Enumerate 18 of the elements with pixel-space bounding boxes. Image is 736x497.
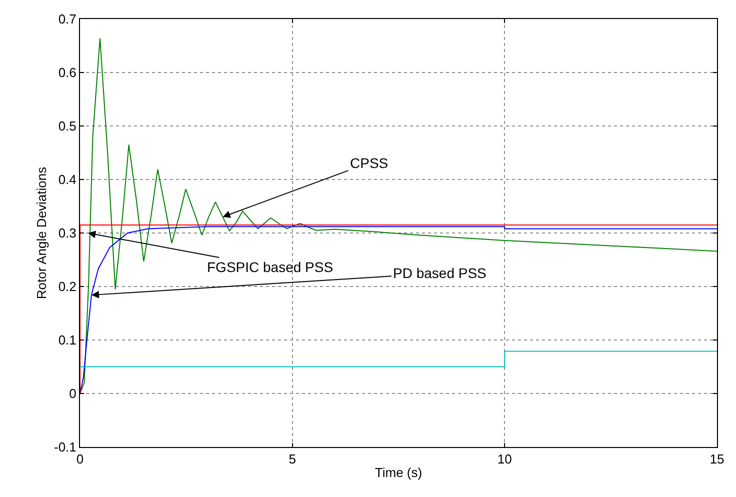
y-tick-label: -0.1 bbox=[54, 440, 76, 455]
y-axis-title: Rotor Angle Deviations bbox=[34, 166, 49, 300]
y-tick-label: 0.1 bbox=[58, 332, 76, 348]
y-tick-label: 0.4 bbox=[58, 172, 76, 188]
annotation: FGSPIC based PSS bbox=[207, 259, 334, 275]
y-tick-label: 0.2 bbox=[58, 279, 76, 294]
y-tick-label: 0 bbox=[69, 386, 76, 402]
x-tick-label: 10 bbox=[497, 452, 512, 467]
x-tick-label: 5 bbox=[288, 452, 296, 467]
line-series bbox=[80, 38, 717, 394]
y-tick-label: 0.5 bbox=[58, 118, 76, 134]
x-axis-title: Time (s) bbox=[374, 465, 422, 480]
annotation: PD based PSS bbox=[393, 265, 486, 281]
x-tick-label: 15 bbox=[710, 452, 724, 467]
y-tick-label: 0.3 bbox=[58, 226, 76, 241]
annotation: CPSS bbox=[350, 155, 388, 171]
y-tick-label: 0.6 bbox=[58, 65, 76, 80]
y-tick-label: 0.7 bbox=[58, 12, 76, 27]
